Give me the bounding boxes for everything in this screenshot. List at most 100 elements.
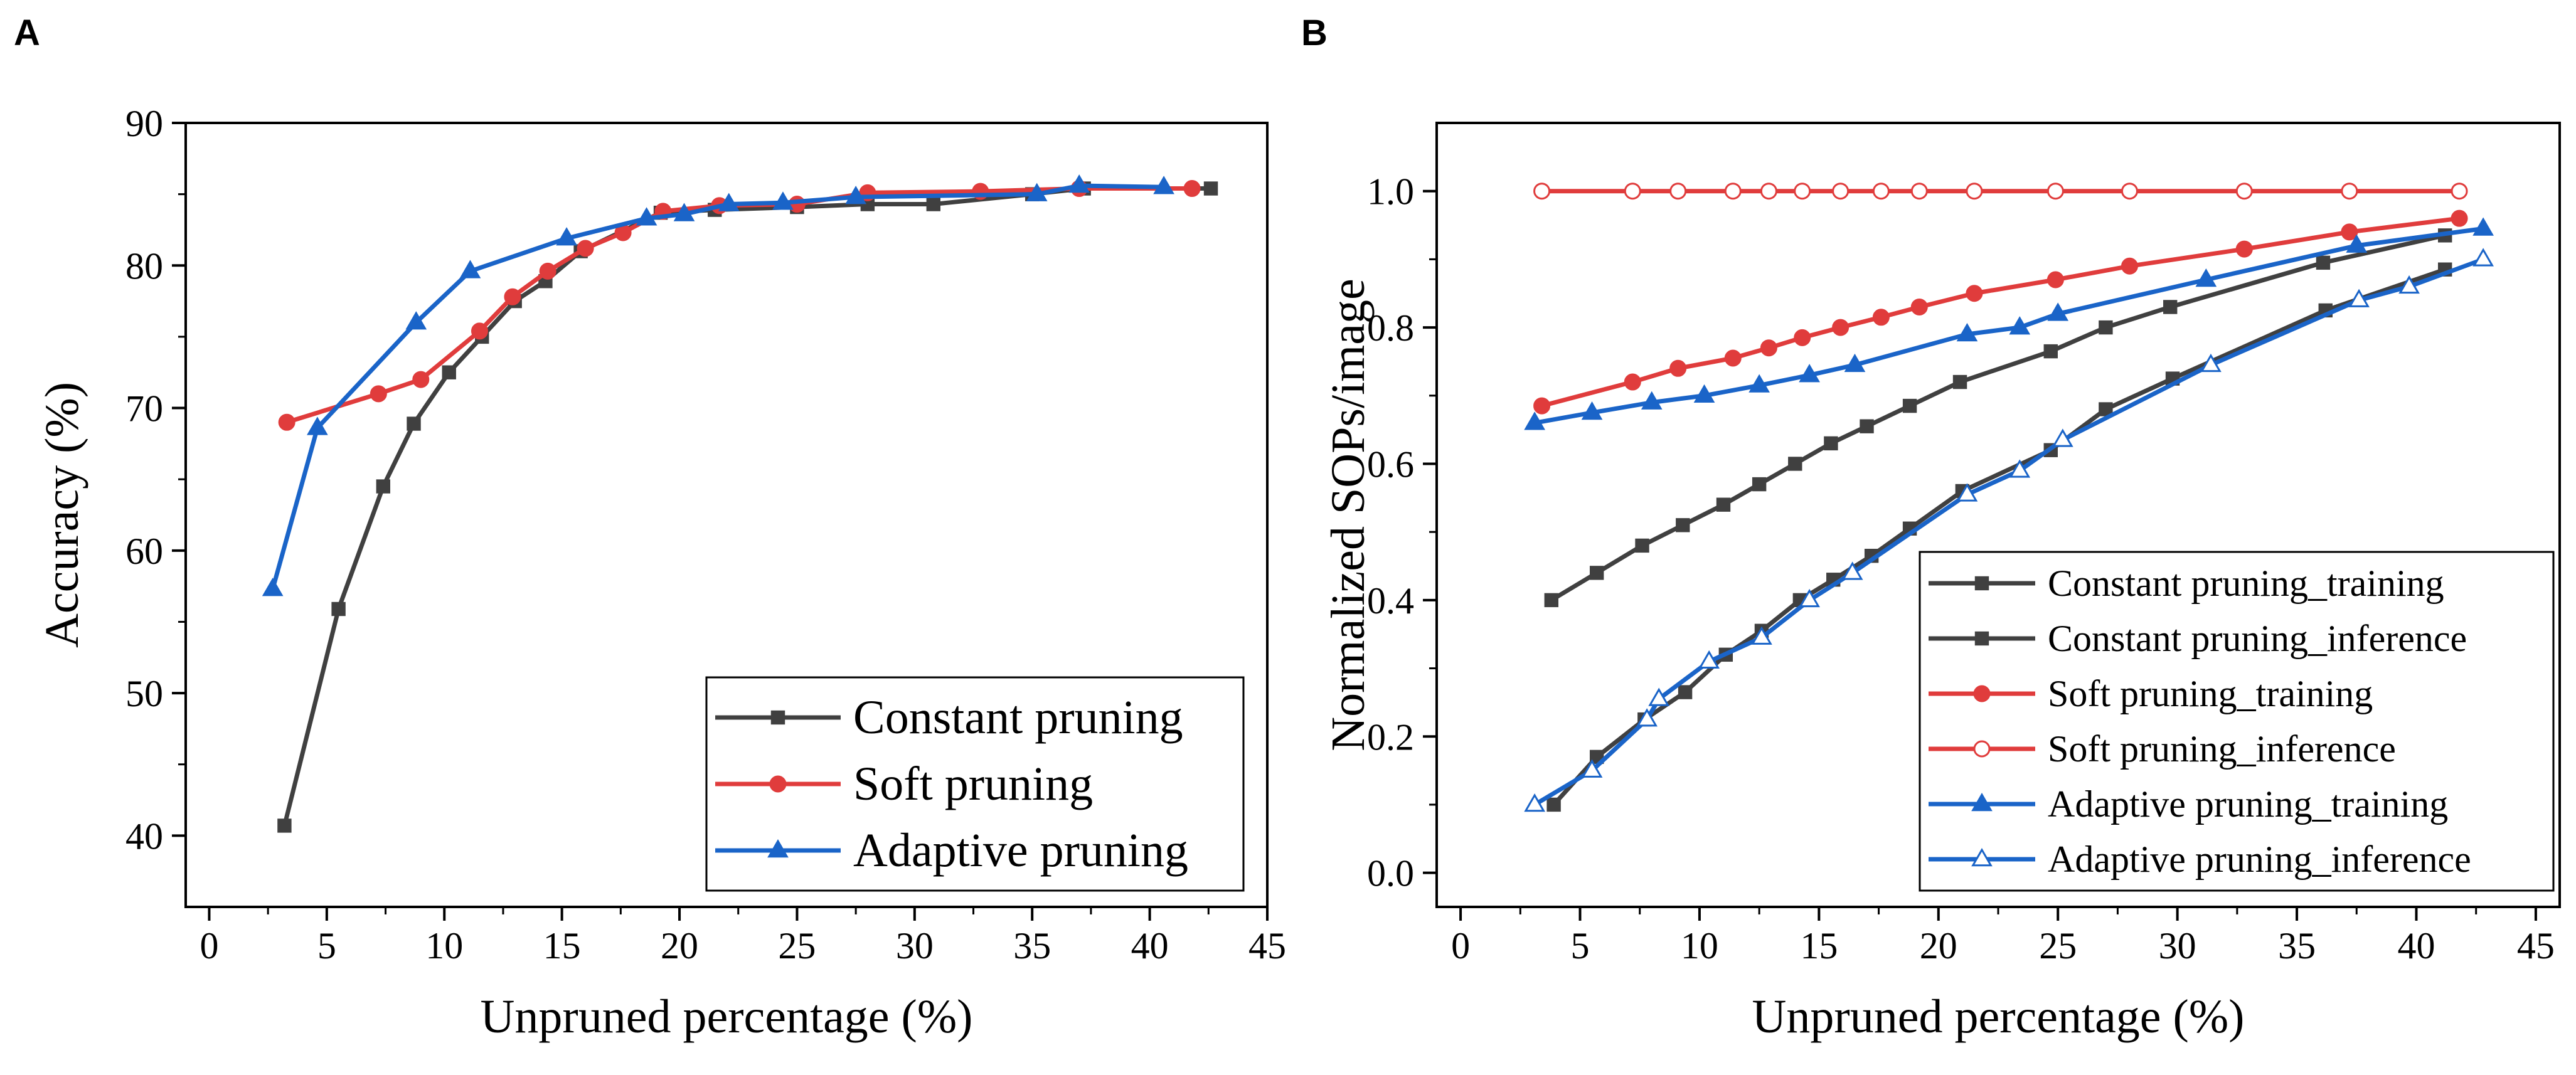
panel-b-series-soft-pruning-training-point: [2235, 240, 2253, 258]
panel-b-series-adaptive-pruning-training-point: [2195, 268, 2217, 287]
panel-a-series-constant-pruning-point: [277, 818, 292, 833]
panel-b-series-adaptive-pruning-training-point: [1844, 353, 1866, 373]
panel-b-series-constant-pruning-training-point: [1752, 477, 1767, 492]
panel-a-series-adaptive-pruning-point: [718, 193, 740, 211]
panel-b-series-soft-pruning-training-point: [1910, 298, 1928, 315]
panel-b-y-tick-label: 0.4: [1367, 580, 1414, 622]
panel-b-series-soft-pruning-training-point: [1872, 309, 1890, 326]
panel-a-series-soft-pruning: [278, 180, 1201, 431]
panel-b-series-adaptive-pruning-training-point: [2009, 316, 2031, 335]
panel-b-legend-item-soft-pruning-training-label: Soft pruning_training: [2048, 673, 2373, 714]
panel-a-series-soft-pruning-point: [539, 262, 556, 280]
panel-b-legend-item-adaptive-pruning-inference: Adaptive pruning_inference: [1929, 839, 2471, 880]
panel-b-y-axis-title: Normalized SOPs/image: [1322, 278, 1375, 751]
panel-a-y-tick-label: 60: [125, 531, 163, 572]
panel-b-series-soft-pruning-inference-point: [2235, 183, 2253, 200]
panel-b-series-soft-pruning-training-point: [2046, 271, 2064, 289]
panel-b-series-constant-pruning-training-point: [1952, 374, 1967, 389]
panel-a-legend-item-soft-pruning-marker: [769, 775, 787, 793]
panel-b-series-adaptive-pruning-training-point: [1641, 391, 1663, 410]
panel-label-a: A: [14, 13, 40, 53]
panel-b-series-soft-pruning-inference-point: [1669, 183, 1687, 200]
panel-b-legend-item-constant-pruning-inference-marker: [1974, 631, 1989, 646]
panel-b-series-adaptive-pruning-training-point: [1581, 401, 1603, 420]
panel-a-series-adaptive-pruning-point: [845, 186, 866, 204]
panel-a-y-tick-label: 70: [125, 388, 163, 430]
panel-a-series-soft-pruning-point: [504, 288, 521, 305]
panel-b-series-constant-pruning-training-point: [2316, 255, 2331, 270]
panel-b-series-soft-pruning-training-point: [2451, 209, 2468, 227]
panel-b-series-adaptive-pruning-inference-point: [1956, 483, 1978, 502]
panel-a-series-adaptive-pruning-point: [636, 207, 657, 226]
panel-b-legend-item-adaptive-pruning-inference-label: Adaptive pruning_inference: [2048, 839, 2471, 880]
panel-b-series-soft-pruning-training-point: [1624, 373, 1641, 391]
panel-a-series-soft-pruning-point: [370, 385, 387, 403]
panel-b-series-soft-pruning-inference-point: [1794, 183, 1811, 200]
panel-b-series-constant-pruning-inference-point: [1546, 797, 1561, 812]
panel-b-series-soft-pruning-inference-point: [2341, 183, 2358, 200]
panel-a-y-tick-label: 90: [125, 103, 163, 144]
panel-b-legend-item-constant-pruning-training-marker: [1974, 576, 1989, 591]
panel-a-series-adaptive-pruning-point: [1026, 183, 1048, 201]
panel-b-series-soft-pruning-inference-point: [1832, 183, 1850, 200]
panel-b-series-constant-pruning-training-point: [1676, 518, 1690, 532]
panel-a-series-soft-pruning-point: [471, 322, 488, 340]
panel-b-legend-item-adaptive-pruning-inference-marker: [1971, 847, 1993, 867]
panel-b-series-soft-pruning-training-point: [1966, 285, 1983, 302]
panel-a-x-tick-label: 25: [778, 925, 816, 966]
panel-b-series-adaptive-pruning-inference-point: [1698, 650, 1720, 669]
panel-a-legend-item-adaptive-pruning-label: Adaptive pruning: [853, 824, 1188, 877]
panel-a-series-adaptive-pruning-point: [405, 311, 427, 330]
panel-a-series-adaptive-pruning-line: [270, 183, 1164, 590]
panel-b-series-adaptive-pruning-inference-point: [2472, 248, 2494, 267]
panel-a-series-constant-pruning-point: [1203, 181, 1218, 196]
panel-b-series-constant-pruning-training-point: [1635, 538, 1649, 553]
panel-label-b: B: [1301, 13, 1328, 53]
panel-a-x-tick-label: 30: [896, 925, 934, 966]
panel-b-series-constant-pruning-training-point: [1544, 593, 1559, 608]
panel-b-series-adaptive-pruning-inference-point: [1636, 708, 1658, 727]
panel-a-x-tick-label: 10: [425, 925, 463, 966]
panel-b-series-soft-pruning-inference-point: [2121, 183, 2138, 200]
panel-a-series-adaptive-pruning-point: [1153, 176, 1174, 194]
panel-b-series-adaptive-pruning-training: [1524, 217, 2494, 430]
panel-b-series-adaptive-pruning-training-point: [1956, 322, 1978, 342]
panel-b-series-soft-pruning-training-point: [1533, 397, 1551, 415]
panel-b-series-constant-pruning-training-point: [1824, 436, 1838, 451]
panel-b-series-adaptive-pruning-training-point: [2047, 302, 2069, 321]
panel-b-series-adaptive-pruning-inference-point: [1524, 793, 1545, 812]
panel-a-series-soft-pruning-point: [1183, 180, 1201, 198]
panel-b-x-axis-title: Unpruned percentage (%): [1752, 990, 2245, 1043]
panel-b-series-adaptive-pruning-training-point: [1748, 374, 1770, 393]
panel-b-series-soft-pruning-inference: [1533, 183, 2468, 200]
panel-b-series-constant-pruning-training-point: [2043, 344, 2058, 359]
panel-b-y-tick-label: 1.0: [1367, 171, 1414, 213]
panel-a-plot-frame: [184, 122, 1269, 908]
panel-b-series-adaptive-pruning-inference-point: [1751, 626, 1772, 645]
panel-b-x-tick-label: 40: [2397, 925, 2435, 966]
panel-b-series-constant-pruning-training-point: [1716, 497, 1731, 512]
panel-a-x-tick-label: 20: [661, 925, 698, 966]
panel-b-series-soft-pruning-inference-point: [1760, 183, 1777, 200]
panel-a-y-tick-label: 40: [125, 815, 163, 857]
panel-a-x-tick-label: 15: [543, 925, 581, 966]
panel-b-series-soft-pruning-inference-point: [2451, 183, 2468, 200]
panel-b-series-adaptive-pruning-inference-point: [2398, 275, 2420, 294]
panel-b-legend-item-constant-pruning-training: Constant pruning_training: [1929, 563, 2444, 604]
panel-b-legend-box: [1919, 551, 2555, 892]
panel-b-series-soft-pruning-inference-point: [2046, 183, 2064, 200]
panel-b-series-adaptive-pruning-training-point: [2346, 234, 2368, 253]
panel-b-series-adaptive-pruning-inference-point: [2009, 459, 2031, 478]
panel-b-x-tick-label: 45: [2517, 925, 2555, 966]
panel-b-series-soft-pruning-training-point: [2121, 257, 2138, 275]
panel-b-series-adaptive-pruning-inference-point: [1581, 759, 1603, 778]
panel-b-x-tick-label: 15: [1800, 925, 1838, 966]
panel-b-series-constant-pruning-training-point: [2099, 320, 2113, 335]
panel-b-x-tick-label: 25: [2039, 925, 2077, 966]
panel-b-y-tick-label: 0.0: [1367, 853, 1414, 894]
panel-b-series-adaptive-pruning-training-point: [1799, 364, 1820, 383]
panel-b-series-soft-pruning-inference-point: [1533, 183, 1551, 200]
panel-a-series-adaptive-pruning: [262, 174, 1174, 596]
panel-b-legend-item-adaptive-pruning-training-marker: [1971, 792, 1993, 812]
